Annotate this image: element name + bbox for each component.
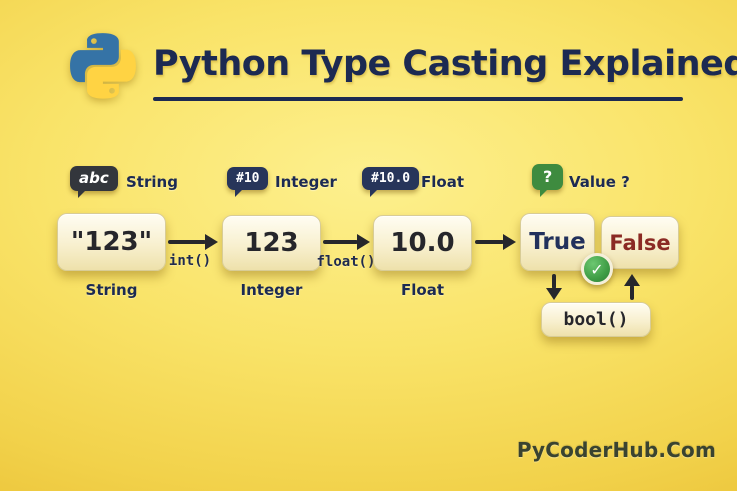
float-value-box: 10.0 <box>373 215 472 271</box>
string-badge-label: String <box>126 173 178 191</box>
integer-badge-label: Integer <box>275 173 337 191</box>
string-type-badge: abc <box>70 166 118 198</box>
float-type-label: Float <box>401 281 444 299</box>
integer-type-badge: #10 <box>227 167 269 197</box>
bool-question-badge: ? <box>532 164 564 197</box>
bool-badge-label: Value ? <box>569 173 630 191</box>
watermark: PyCoderHub.Com <box>516 438 716 462</box>
arrow-true-to-bool <box>546 274 562 300</box>
arrow-string-to-integer <box>168 234 218 250</box>
true-value-box: True <box>520 213 595 271</box>
false-value-box: False <box>601 216 679 269</box>
float-badge-label: Float <box>421 173 464 191</box>
integer-value-box: 123 <box>222 215 321 271</box>
arrow-bool-to-false <box>624 274 640 300</box>
string-type-label: String <box>85 281 138 299</box>
integer-type-label: Integer <box>240 281 303 299</box>
int-cast-label: int() <box>168 253 212 269</box>
float-type-badge: #10.0 <box>362 167 420 197</box>
title-underline <box>153 97 683 101</box>
arrow-integer-to-float <box>323 234 370 250</box>
page-title: Python Type Casting Explained <box>153 44 737 84</box>
bool-function-box: bool() <box>541 302 651 337</box>
float-cast-label: float() <box>316 254 376 270</box>
check-icon: ✓ <box>581 253 613 285</box>
string-value-box: "123" <box>57 213 166 271</box>
python-logo-icon <box>70 30 136 102</box>
arrow-float-to-bool <box>475 234 516 250</box>
